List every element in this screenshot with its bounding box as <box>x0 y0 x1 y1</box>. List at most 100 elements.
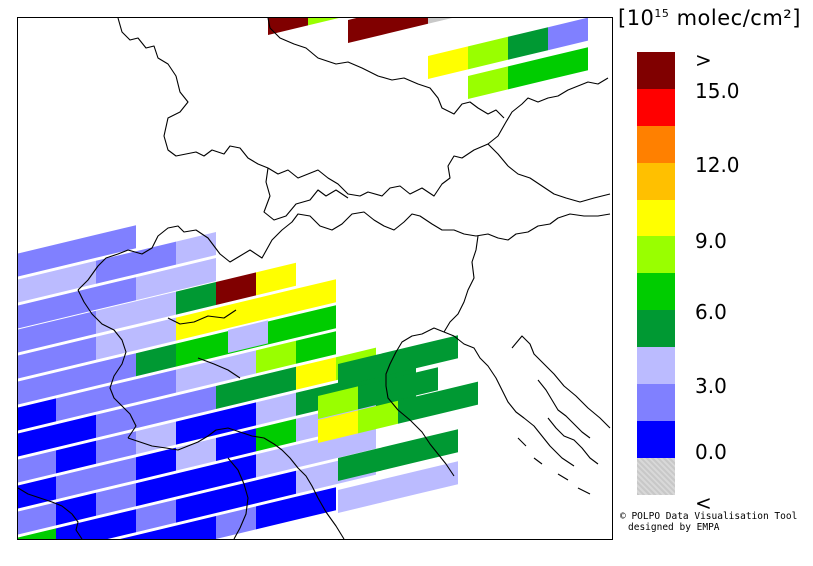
swath-pixel <box>56 388 96 422</box>
swath-pixel <box>18 398 56 431</box>
swath-pixel <box>56 492 96 526</box>
swath-pixel <box>176 308 216 341</box>
swath-pixel <box>96 353 136 386</box>
swath-pixel <box>176 516 216 539</box>
border-line <box>117 18 269 169</box>
legend-swatch <box>637 457 675 495</box>
border-line <box>385 327 455 477</box>
swath-pixel <box>136 267 176 301</box>
border-line <box>577 487 591 495</box>
swath-pixel <box>96 277 136 310</box>
swath-pixel <box>548 47 588 80</box>
border-line <box>167 309 237 325</box>
swath-pixel <box>96 405 136 438</box>
swath-pixel <box>216 272 256 305</box>
swath-pixel <box>418 429 458 462</box>
swath-pixel <box>176 386 216 419</box>
swath-pixel <box>18 346 56 379</box>
swath-pixel <box>348 18 388 43</box>
swath-pixel <box>548 18 588 51</box>
swath-pixel <box>136 241 176 275</box>
legend-swatch <box>637 347 675 385</box>
swath-pixel <box>318 386 358 419</box>
swath-pixel <box>508 56 548 90</box>
swath-pixel <box>418 461 458 494</box>
legend-swatch <box>637 273 675 311</box>
legend-label: < <box>695 490 712 515</box>
swath-pixel <box>338 354 378 387</box>
border-line <box>197 357 241 379</box>
swath-pixel <box>296 357 336 390</box>
map-panel[interactable] <box>17 17 613 540</box>
swath-pixel <box>136 291 176 325</box>
swath-pixel <box>296 435 336 468</box>
swath-pixel <box>256 444 296 478</box>
swath-pixel <box>176 412 216 445</box>
swath-pixel <box>398 391 438 424</box>
swath-pixel <box>228 320 268 353</box>
swath-pixel <box>216 402 256 435</box>
swath-pixel <box>296 279 336 312</box>
swath-pixel <box>136 395 176 429</box>
swath-pixel <box>296 461 336 494</box>
swath-pixel <box>176 438 216 471</box>
swath-pixel <box>378 470 418 504</box>
swath-pixel <box>18 424 56 457</box>
legend-label: 9.0 <box>695 228 727 253</box>
swath-pixel <box>18 502 56 535</box>
legend-swatch <box>637 236 675 274</box>
swath-pixel <box>96 251 136 284</box>
swath-pixel <box>176 464 216 497</box>
satellite-swaths <box>18 18 588 539</box>
legend-label: > <box>695 48 712 72</box>
swath-pixel <box>418 335 458 368</box>
swath-pixel <box>56 260 96 294</box>
map-canvas[interactable] <box>18 18 612 539</box>
border-line <box>267 77 609 197</box>
swath-pixel <box>216 350 256 383</box>
legend-swatch <box>637 125 675 163</box>
swath-pixel <box>136 421 176 455</box>
border-line <box>443 331 575 467</box>
swath-pixel <box>468 36 508 70</box>
swath-pixel <box>56 310 96 344</box>
swath-pixel <box>136 499 176 533</box>
swath-pixel <box>268 18 308 35</box>
swath-pixel <box>256 366 296 400</box>
color-scale-bar <box>637 52 675 495</box>
credit-text: © POLPO Data Visualisation Tool designed … <box>620 511 797 533</box>
border-line <box>263 167 349 221</box>
border-line <box>537 379 591 439</box>
swath-pixel <box>176 258 216 291</box>
legend-swatch <box>637 52 675 89</box>
swath-pixel <box>136 369 176 403</box>
legend-swatch <box>637 88 675 126</box>
swath-pixel <box>256 288 296 322</box>
swath-pixel <box>256 262 296 296</box>
border-line <box>267 18 505 119</box>
legend-label: 15.0 <box>695 78 740 103</box>
swath-pixel <box>120 535 136 539</box>
swath-pixel <box>136 525 176 539</box>
swath-pixel <box>18 296 56 329</box>
legend-label: 6.0 <box>695 300 727 325</box>
legend-swatch <box>637 310 675 348</box>
legend-label: 12.0 <box>695 152 740 177</box>
legend-unit-label: [1015 molec/cm²] <box>618 6 801 30</box>
swath-pixel <box>136 343 176 377</box>
swath-pixel <box>136 317 176 351</box>
swath-pixel <box>56 362 96 396</box>
credit-line-1: © POLPO Data Visualisation Tool <box>620 511 798 522</box>
legend-swatch <box>637 162 675 200</box>
border-line <box>487 143 611 203</box>
swath-pixel <box>216 428 256 461</box>
swath-pixel <box>176 490 216 523</box>
swath-pixel <box>216 376 256 409</box>
legend-swatch <box>637 199 675 237</box>
swath-pixel <box>256 418 296 452</box>
swath-pixel <box>428 18 453 24</box>
swath-pixel <box>176 360 216 393</box>
border-line <box>18 487 83 539</box>
border-line <box>547 417 599 465</box>
swath-pixel <box>318 410 358 443</box>
